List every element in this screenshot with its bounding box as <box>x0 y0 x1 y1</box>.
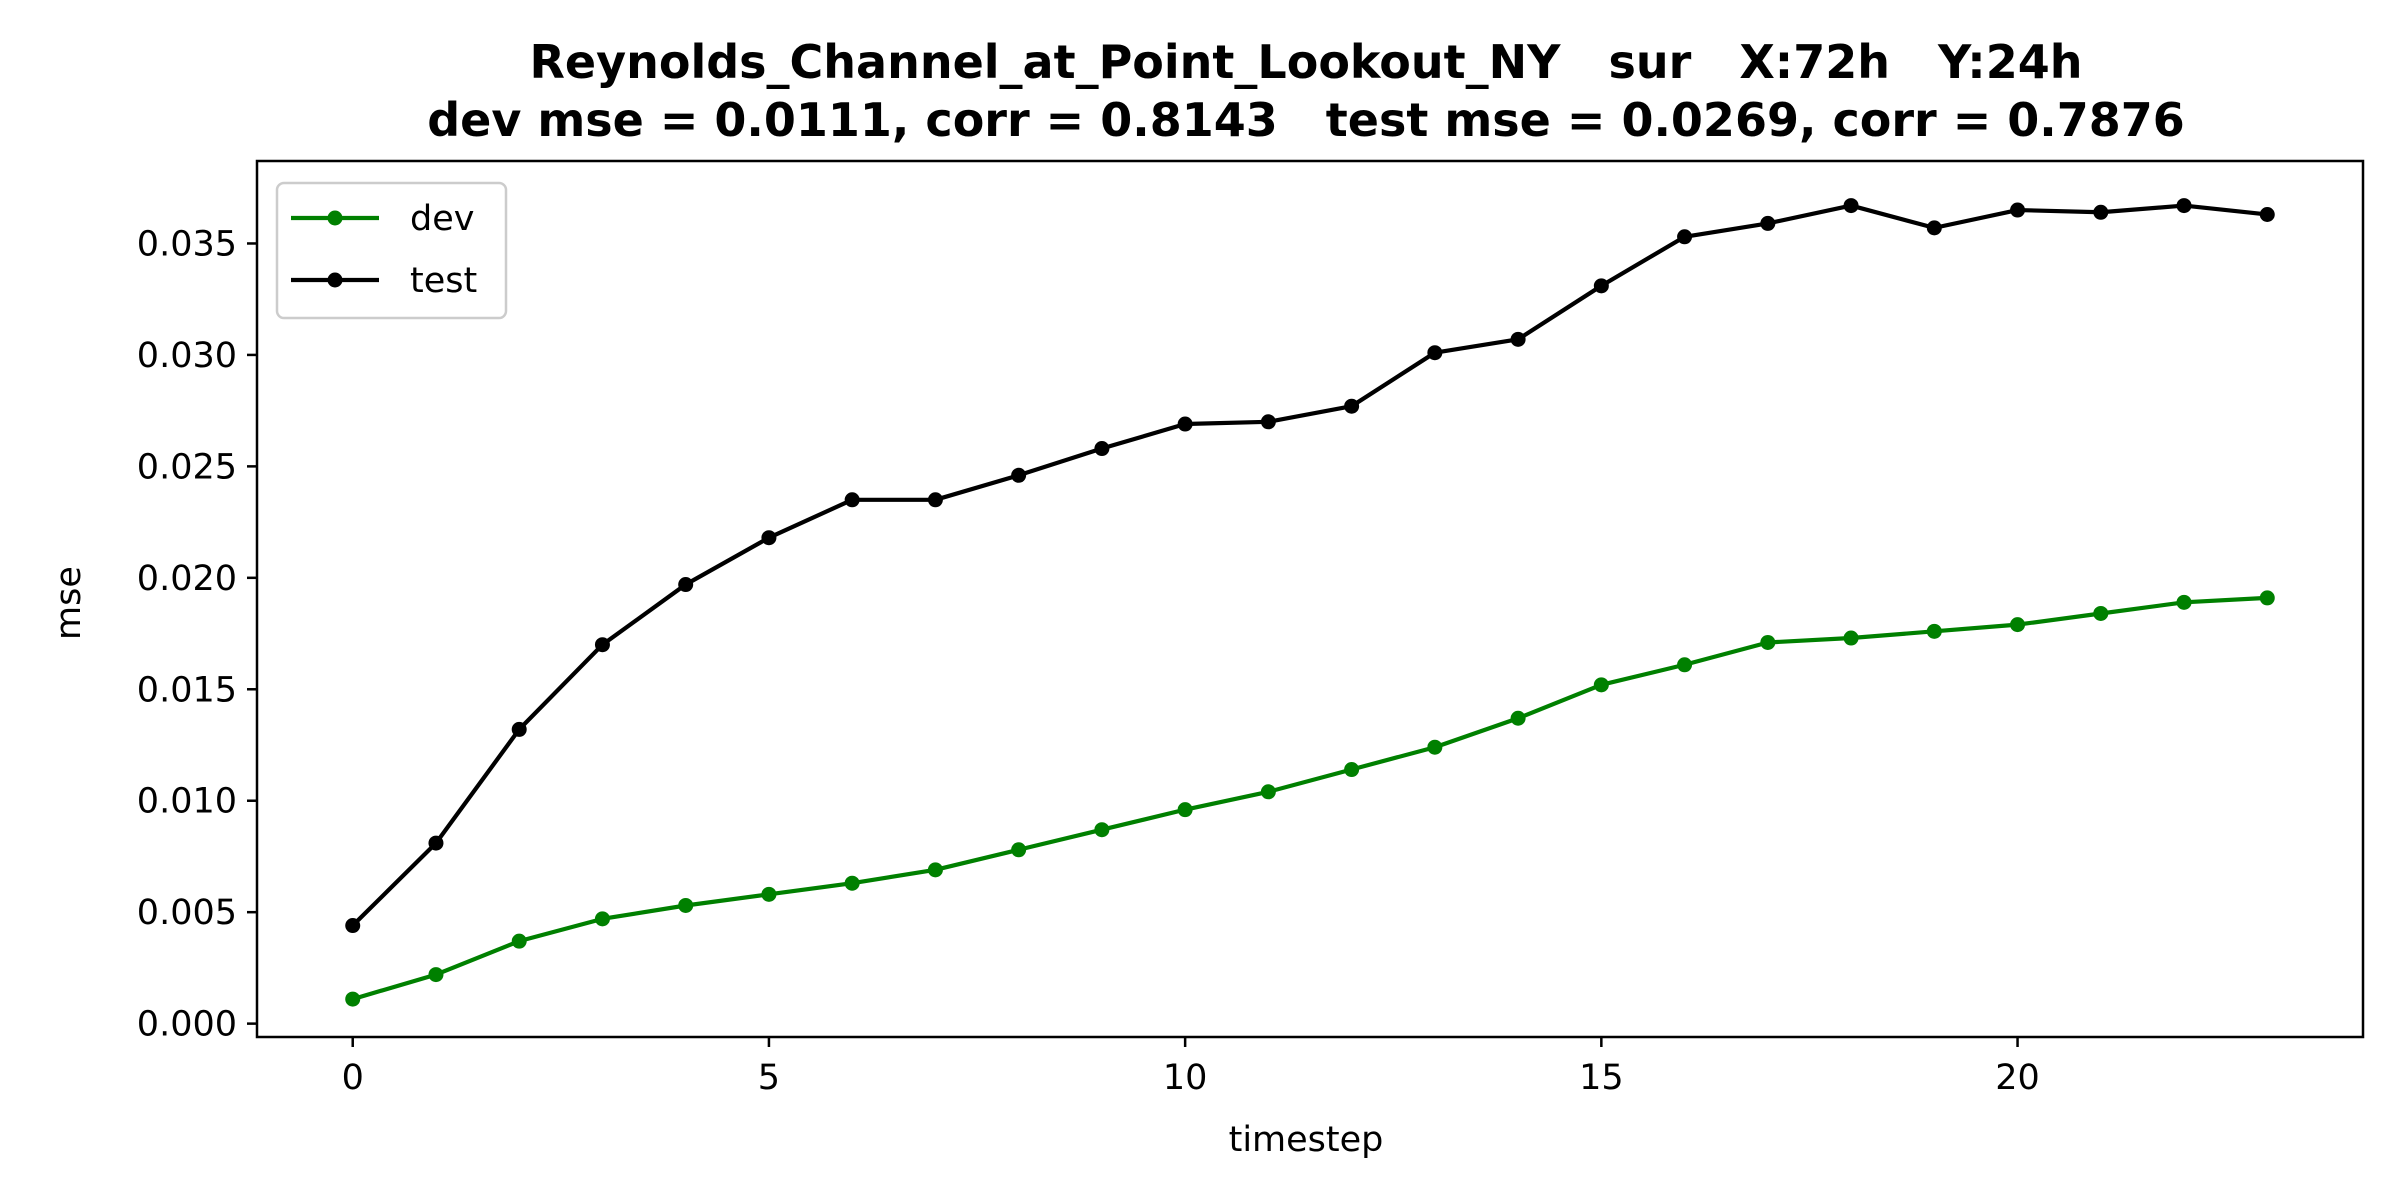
data-point-dev <box>1510 710 1526 726</box>
y-tick-label: 0.015 <box>137 670 237 710</box>
data-point-dev <box>927 862 943 878</box>
x-axis-label: timestep <box>1229 1120 1384 1160</box>
y-tick-label: 0.030 <box>137 336 237 376</box>
data-point-test <box>2176 198 2192 214</box>
data-point-dev <box>1177 802 1193 818</box>
x-tick-label: 10 <box>1163 1058 1208 1098</box>
data-point-dev <box>2010 617 2026 633</box>
chart-subtitle: dev mse = 0.0111, corr = 0.8143 test mse… <box>427 93 2185 147</box>
data-point-dev <box>1926 623 1942 639</box>
y-tick-label: 0.010 <box>137 782 237 822</box>
data-point-test <box>1427 345 1443 361</box>
data-point-test <box>1926 220 1942 236</box>
x-tick-label: 15 <box>1579 1058 1624 1098</box>
data-point-test <box>1260 414 1276 430</box>
y-tick-label: 0.025 <box>137 447 237 487</box>
y-tick-label: 0.020 <box>137 559 237 599</box>
data-point-dev <box>1593 677 1609 693</box>
data-point-test <box>2093 204 2109 220</box>
data-point-dev <box>594 911 610 927</box>
data-point-test <box>844 492 860 508</box>
data-point-dev <box>428 967 444 983</box>
data-point-test <box>2010 202 2026 218</box>
data-point-test <box>1760 215 1776 231</box>
data-point-test <box>1011 467 1027 483</box>
y-tick-label: 0.005 <box>137 893 237 933</box>
data-point-test <box>594 637 610 653</box>
y-tick-label: 0.000 <box>137 1005 237 1045</box>
data-point-dev <box>1760 634 1776 650</box>
data-point-test <box>1177 416 1193 432</box>
x-tick-label: 5 <box>758 1058 780 1098</box>
data-point-dev <box>2259 590 2275 606</box>
data-point-dev <box>2176 594 2192 610</box>
data-point-test <box>1677 229 1693 245</box>
legend-marker-test <box>327 272 343 288</box>
data-point-dev <box>1011 842 1027 858</box>
series-line-test <box>349 203 2270 929</box>
legend-marker-dev <box>327 210 343 226</box>
y-axis-label: mse <box>49 566 89 640</box>
data-point-test <box>761 530 777 546</box>
x-tick-label: 0 <box>342 1058 364 1098</box>
data-point-test <box>1344 398 1360 414</box>
series-line-dev <box>350 595 2270 1002</box>
data-point-test <box>345 918 361 934</box>
plot-frame <box>255 159 2365 1039</box>
data-point-dev <box>345 991 361 1007</box>
chart-title: Reynolds_Channel_at_Point_Lookout_NY sur… <box>530 35 2083 89</box>
data-point-dev <box>1677 657 1693 673</box>
series-test <box>345 198 2275 934</box>
data-point-dev <box>761 886 777 902</box>
data-point-test <box>2259 207 2275 222</box>
legend-label-test: test <box>410 261 477 301</box>
data-point-dev <box>844 875 860 891</box>
data-point-dev <box>1344 762 1360 778</box>
data-point-dev <box>1843 630 1859 646</box>
y-tick-label: 0.035 <box>137 224 237 264</box>
data-point-test <box>511 721 527 737</box>
data-point-test <box>428 835 444 851</box>
data-point-test <box>1094 441 1110 457</box>
data-point-test <box>1510 331 1526 347</box>
data-point-dev <box>678 897 694 913</box>
data-point-dev <box>1427 739 1443 755</box>
data-point-dev <box>1260 784 1276 800</box>
legend-label-dev: dev <box>410 199 474 239</box>
x-tick-label: 20 <box>1995 1058 2040 1098</box>
data-point-dev <box>2093 605 2109 621</box>
data-point-test <box>678 577 694 593</box>
series-dev <box>345 590 2275 1007</box>
data-point-dev <box>1094 822 1110 838</box>
data-point-dev <box>511 933 527 949</box>
data-point-test <box>1843 198 1859 214</box>
data-point-test <box>1593 278 1609 294</box>
data-point-test <box>927 492 943 508</box>
plot-area: 0 5 10 15 20 0.000 0.005 0.010 0.015 0.020 0.025 0.… <box>137 159 2365 1098</box>
legend: dev test <box>275 181 508 320</box>
